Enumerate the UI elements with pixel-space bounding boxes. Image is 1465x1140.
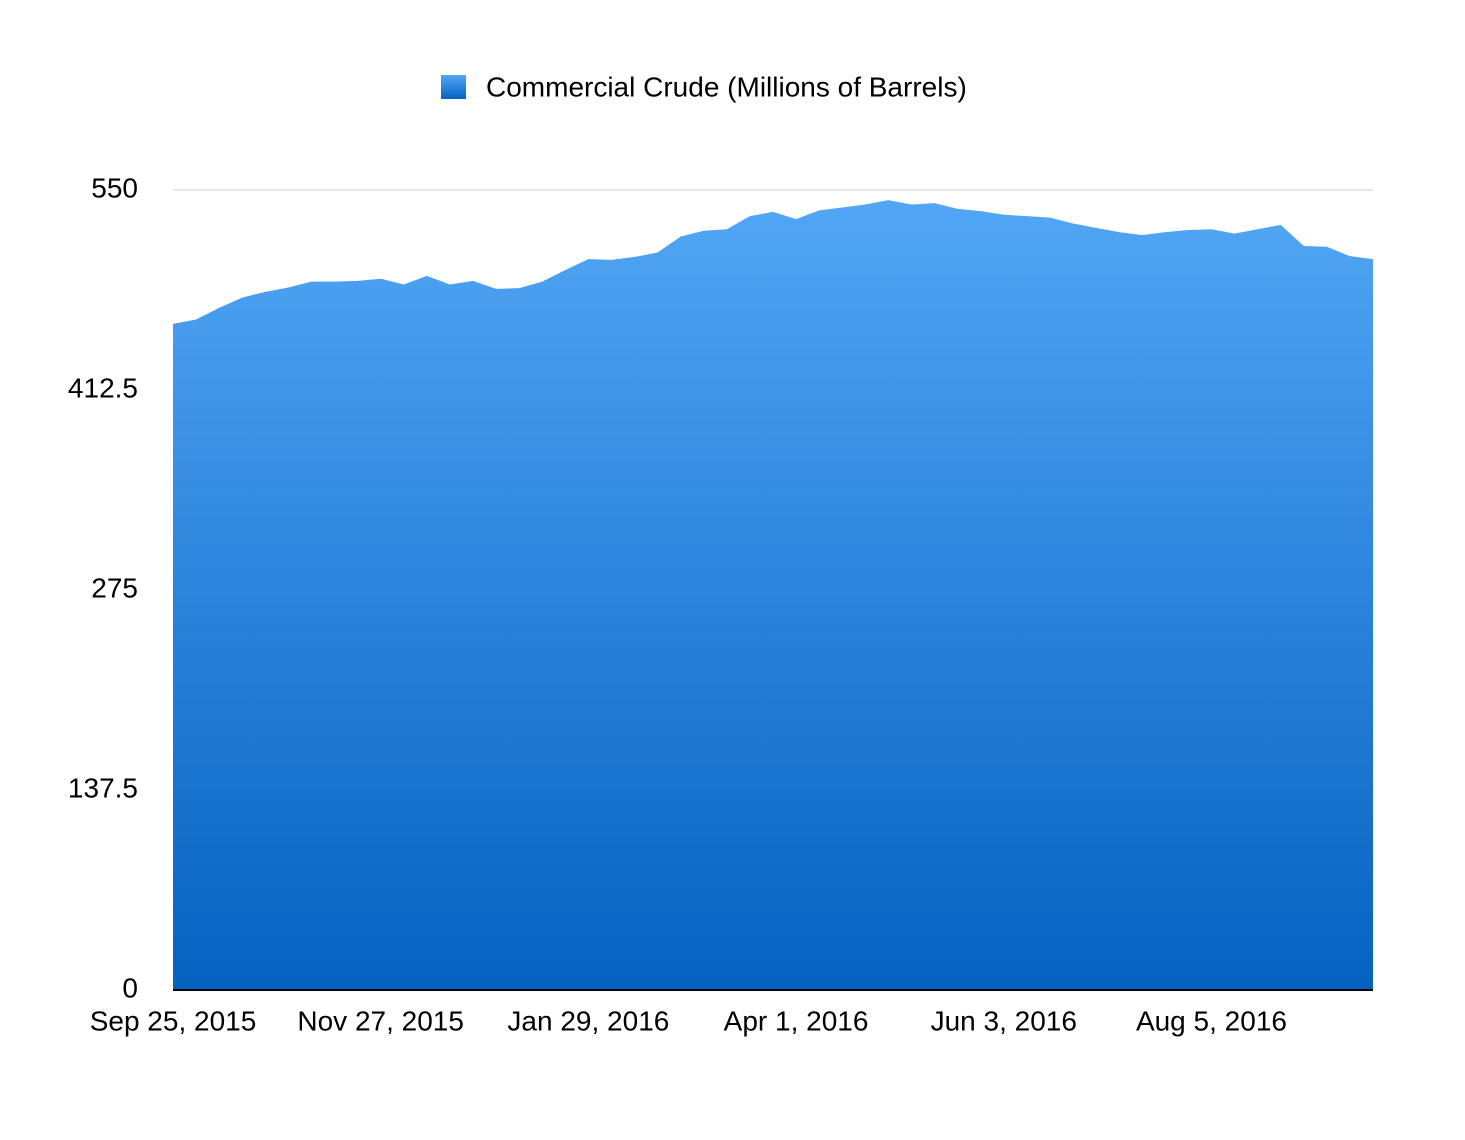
y-tick-label: 412.5 — [68, 372, 138, 403]
x-tick-label: Aug 5, 2016 — [1136, 1005, 1287, 1036]
legend-label: Commercial Crude (Millions of Barrels) — [486, 71, 967, 102]
y-tick-label: 0 — [122, 972, 138, 1003]
legend-swatch — [441, 75, 466, 99]
x-tick-label: Jan 29, 2016 — [507, 1005, 669, 1036]
area — [173, 200, 1373, 990]
y-tick-label: 550 — [91, 172, 138, 203]
axes: 0 137.5 275 412.5 550 Sep 25, 2015 Nov 27, 201… — [68, 172, 1373, 1036]
x-tick-label: Apr 1, 2016 — [724, 1005, 869, 1036]
x-tick-label: Nov 27, 2015 — [297, 1005, 464, 1036]
y-tick-label: 275 — [91, 572, 138, 603]
x-tick-label: Sep 25, 2015 — [90, 1005, 257, 1036]
plot — [173, 200, 1373, 990]
x-tick-label: Jun 3, 2016 — [931, 1005, 1077, 1036]
y-tick-label: 137.5 — [68, 772, 138, 803]
